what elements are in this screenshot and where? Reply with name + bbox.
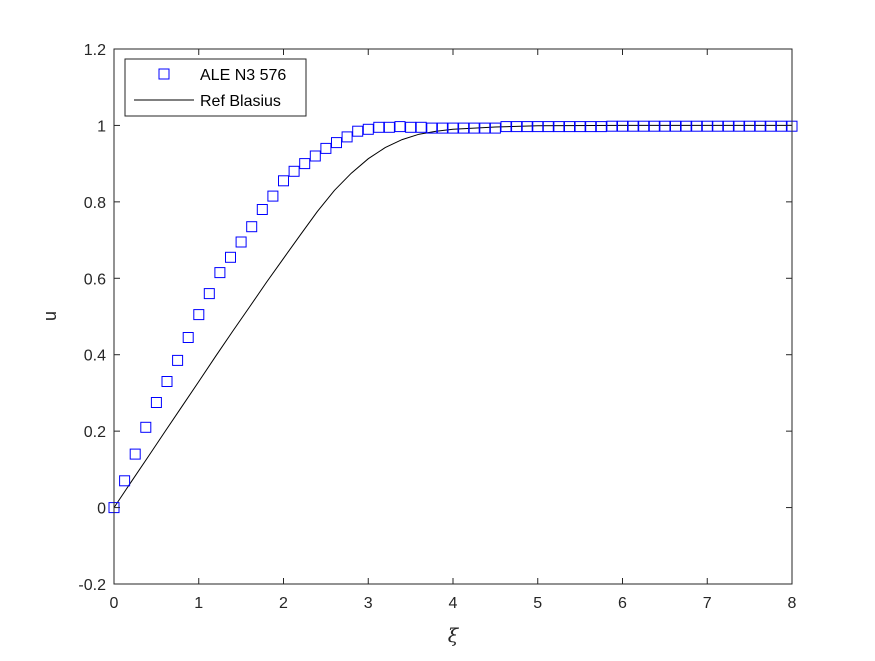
ale-marker	[267, 190, 279, 202]
ale-marker	[479, 122, 491, 134]
ale-marker	[775, 120, 787, 132]
ale-marker	[521, 121, 533, 133]
y-tick-label: 0.6	[84, 271, 106, 288]
ale-marker	[405, 121, 417, 133]
ale-marker	[691, 120, 703, 132]
ale-marker	[182, 332, 194, 343]
ale-marker	[617, 120, 628, 132]
ale-marker	[659, 120, 671, 132]
blasius-line	[113, 124, 792, 508]
ale-marker	[670, 120, 681, 132]
ale-marker	[172, 354, 184, 366]
y-axis-ticks: -0.2 0 0.2 0.4 0.6 0.8 1 1.2	[78, 42, 792, 594]
ale-marker	[225, 251, 236, 263]
ale-marker	[235, 236, 247, 248]
legend-marker-ale-icon	[158, 68, 170, 80]
ale-marker	[394, 121, 406, 133]
x-axis-label: ξ	[448, 625, 460, 647]
x-tick-label: 0	[110, 595, 119, 612]
ale-marker	[373, 121, 385, 133]
ale-marker	[744, 120, 756, 132]
ale-marker	[627, 120, 639, 132]
ale-marker	[595, 121, 607, 133]
x-tick-label: 2	[279, 595, 288, 612]
x-tick-label: 3	[364, 595, 373, 612]
ale-marker	[765, 120, 777, 132]
ale-marker	[309, 150, 321, 162]
x-tick-label: 7	[703, 595, 712, 612]
y-tick-label: 0.2	[84, 424, 106, 441]
y-axis-label: u	[40, 311, 60, 321]
y-tick-label: 1.2	[84, 42, 106, 59]
ale-marker	[203, 288, 215, 300]
ale-marker	[288, 165, 300, 177]
x-tick-label: 8	[788, 595, 797, 612]
ale-marker	[331, 137, 342, 149]
ale-marker	[119, 475, 131, 487]
legend-label-ale: ALE N3 576	[200, 67, 286, 84]
ale-marker	[680, 120, 692, 132]
ale-marker	[574, 121, 586, 133]
ale-marker	[352, 125, 364, 137]
ale-marker	[511, 121, 523, 133]
x-axis-ticks: 0 1 2 3 4 5 6 7 8	[110, 49, 797, 612]
ale-marker	[564, 121, 575, 133]
x-tick-label: 6	[618, 595, 627, 612]
x-tick-label: 4	[449, 595, 458, 612]
ale-marker	[648, 120, 660, 132]
ale-marker	[278, 175, 289, 187]
ale-marker	[129, 448, 141, 460]
ale-marker	[193, 309, 205, 321]
ale-marker	[150, 397, 162, 408]
ale-marker	[140, 421, 152, 433]
y-tick-label: 0.4	[84, 348, 106, 365]
ale-marker	[468, 122, 480, 134]
ale-marker	[733, 120, 745, 132]
ale-marker	[256, 204, 268, 215]
x-tick-label: 1	[194, 595, 203, 612]
ale-marker	[585, 121, 597, 133]
y-tick-label: 1	[97, 118, 106, 135]
ale-marker	[415, 121, 427, 133]
ale-marker	[606, 120, 618, 132]
ale-marker	[489, 122, 501, 134]
ale-marker	[383, 121, 395, 133]
blasius-series	[113, 124, 792, 508]
legend-label-blasius: Ref Blasius	[200, 93, 281, 110]
ale-marker	[299, 158, 311, 170]
y-tick-label: 0	[97, 501, 106, 518]
ale-marker	[712, 120, 724, 132]
ale-marker	[638, 120, 650, 132]
ale-marker	[320, 142, 332, 154]
legend-box	[124, 58, 307, 117]
legend: ALE N3 576 Ref Blasius	[124, 58, 307, 117]
y-tick-label: 0.8	[84, 195, 106, 212]
plot-background	[114, 49, 792, 584]
x-tick-label: 5	[533, 595, 542, 612]
ale-marker	[246, 221, 258, 233]
ale-marker	[542, 121, 554, 133]
ale-marker	[754, 120, 766, 132]
ale-marker	[341, 131, 353, 143]
ale-marker	[214, 267, 226, 279]
ale-marker	[553, 121, 565, 133]
ale-marker	[500, 121, 512, 133]
ale-marker	[161, 376, 173, 387]
ale-marker	[458, 122, 470, 134]
ale-marker	[436, 122, 448, 134]
ale-marker	[447, 122, 459, 134]
ale-marker	[426, 122, 438, 134]
y-tick-label: -0.2	[78, 577, 106, 594]
ale-marker	[722, 120, 734, 132]
